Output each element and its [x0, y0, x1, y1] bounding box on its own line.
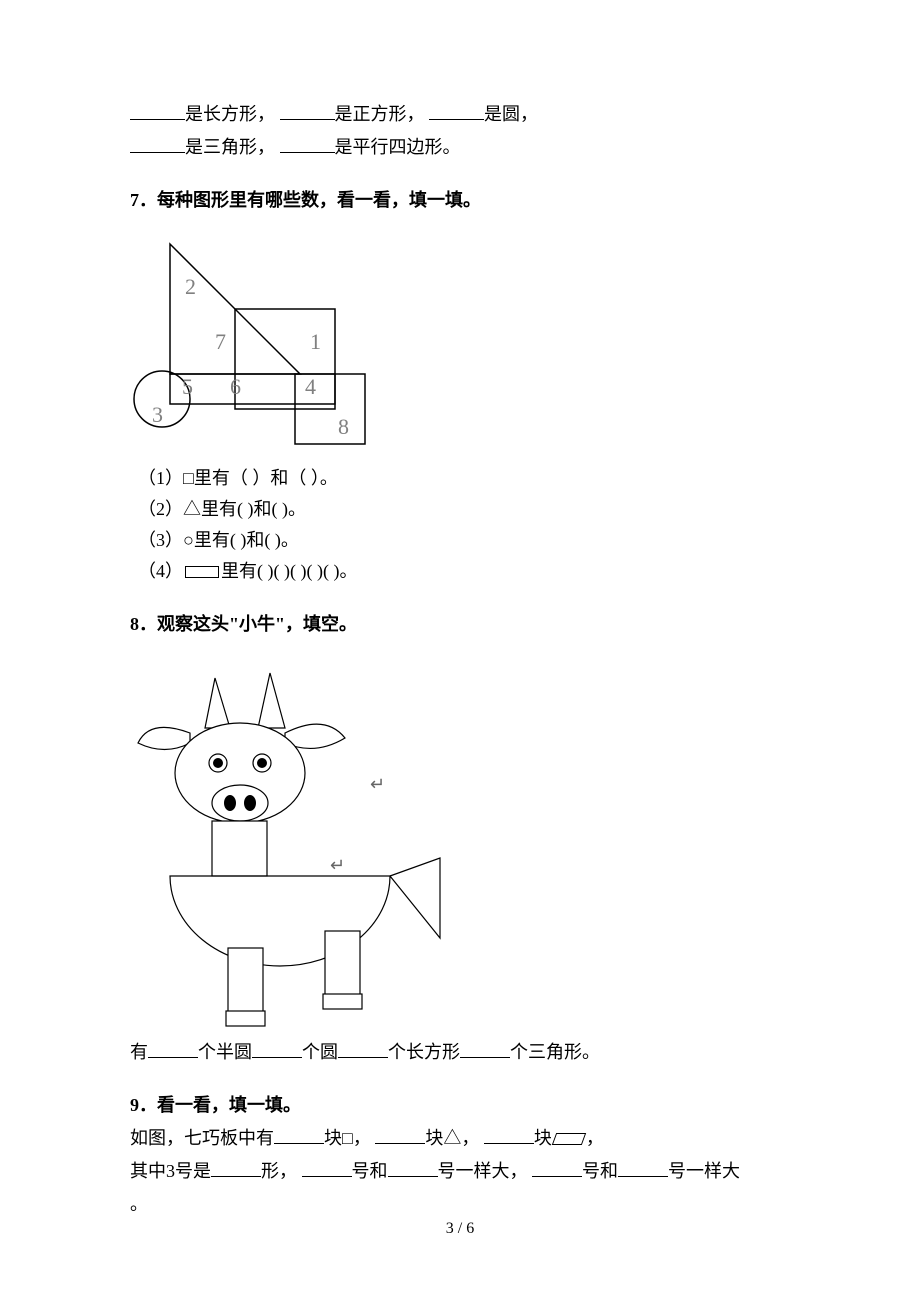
- cow-neck: [212, 821, 267, 876]
- q7-item-4: （4） 里有( )( )( )( )( )。: [138, 557, 790, 586]
- blank: [388, 1157, 438, 1177]
- blank-square: [280, 100, 335, 120]
- blank-tri-count: [460, 1039, 510, 1059]
- cow-nostril-right: [244, 795, 256, 811]
- text: 个三角形。: [510, 1042, 600, 1062]
- text: 个圆: [302, 1042, 338, 1062]
- q9-line-3: 。: [130, 1190, 790, 1219]
- cow-leg-1: [228, 948, 263, 1013]
- cow-hoof-1: [226, 1011, 265, 1026]
- text: 是三角形，: [185, 137, 275, 157]
- blank: [375, 1124, 425, 1144]
- cow-hoof-2: [323, 994, 362, 1009]
- q7-svg: 2 7 1 5 6 4 3 8: [130, 234, 370, 454]
- q8-answer-line: 有 个半圆 个圆 个长方形 个三角形。: [130, 1038, 790, 1067]
- blank-circle: [429, 100, 484, 120]
- text: 其中3号是: [130, 1161, 211, 1181]
- text: 个长方形: [388, 1042, 460, 1062]
- rect-icon: [185, 566, 219, 578]
- q8-heading: 8．观察这头"小牛"，填空。: [130, 610, 790, 639]
- label-7: 7: [215, 329, 226, 354]
- q7-item-2: （2）△里有( )和( )。: [138, 495, 790, 524]
- blank: [618, 1157, 668, 1177]
- label-4: 4: [305, 374, 316, 399]
- blank-parallelogram: [280, 133, 335, 153]
- intro-line-1: 是长方形， 是正方形， 是圆，: [130, 100, 790, 129]
- blank: [484, 1124, 534, 1144]
- text: 里有( )( )( )( )( )。: [221, 561, 357, 581]
- text: 号一样大，: [438, 1161, 528, 1181]
- cow-tail: [390, 858, 440, 938]
- q9-line-2: 其中3号是 形， 号和 号一样大， 号和 号一样大: [130, 1157, 790, 1186]
- text: 号和: [582, 1161, 618, 1181]
- label-2: 2: [185, 274, 196, 299]
- q7-item-3: （3）○里有( )和( )。: [138, 526, 790, 555]
- text: 如图，七巧板中有: [130, 1128, 274, 1148]
- label-5: 5: [182, 374, 193, 399]
- blank-rectangle: [130, 100, 185, 120]
- blank-triangle: [130, 133, 185, 153]
- text: 个半圆: [198, 1042, 252, 1062]
- cow-snout: [212, 785, 268, 821]
- cow-horn-left: [205, 678, 230, 728]
- cow-eye-right-pupil: [257, 758, 267, 768]
- blank: [211, 1157, 261, 1177]
- blank-rect-count: [338, 1039, 388, 1059]
- text: 是长方形，: [185, 104, 275, 124]
- text: 是正方形，: [335, 104, 425, 124]
- label-6: 6: [230, 374, 241, 399]
- intro-line-2: 是三角形， 是平行四边形。: [130, 133, 790, 162]
- q8-svg: [130, 658, 490, 1028]
- label-3: 3: [152, 402, 163, 427]
- text: 有: [130, 1042, 148, 1062]
- blank-semicircle-count: [148, 1039, 198, 1059]
- text: 是平行四边形。: [335, 137, 461, 157]
- q9-line-1: 如图，七巧板中有 块□， 块△， 块 ，: [130, 1124, 790, 1153]
- text: 号和: [352, 1161, 388, 1181]
- text: 号一样大: [668, 1161, 740, 1181]
- text: 形，: [261, 1161, 297, 1181]
- text: 块□，: [324, 1128, 371, 1148]
- blank: [532, 1157, 582, 1177]
- cow-nostril-left: [224, 795, 236, 811]
- cow-ear-left: [138, 728, 190, 750]
- label-8: 8: [338, 414, 349, 439]
- q7-item-1: （1）□里有（ ）和（ ）。: [138, 464, 790, 493]
- arrow-mark-1: ↵: [370, 770, 385, 799]
- q7-list: （1）□里有（ ）和（ ）。 （2）△里有( )和( )。 （3）○里有( )和…: [138, 464, 790, 585]
- text: ，: [586, 1128, 604, 1148]
- text: 块△，: [425, 1128, 479, 1148]
- label-1: 1: [310, 329, 321, 354]
- q7-figure: 2 7 1 5 6 4 3 8: [130, 234, 790, 454]
- q7-heading: 7．每种图形里有哪些数，看一看，填一填。: [130, 186, 790, 215]
- blank: [302, 1157, 352, 1177]
- q8-figure: ↵ ↵: [130, 658, 790, 1028]
- parallelogram-icon: [552, 1133, 586, 1145]
- blank: [274, 1124, 324, 1144]
- q9-heading: 9．看一看，填一填。: [130, 1091, 790, 1120]
- text: （4）: [138, 561, 183, 581]
- blank-circle-count: [252, 1039, 302, 1059]
- cow-horn-right: [258, 673, 285, 728]
- text: 块: [534, 1128, 552, 1148]
- cow-leg-2: [325, 931, 360, 996]
- cow-eye-left-pupil: [213, 758, 223, 768]
- page-number: 3 / 6: [0, 1216, 920, 1242]
- text: 是圆，: [484, 104, 538, 124]
- arrow-mark-2: ↵: [330, 851, 345, 880]
